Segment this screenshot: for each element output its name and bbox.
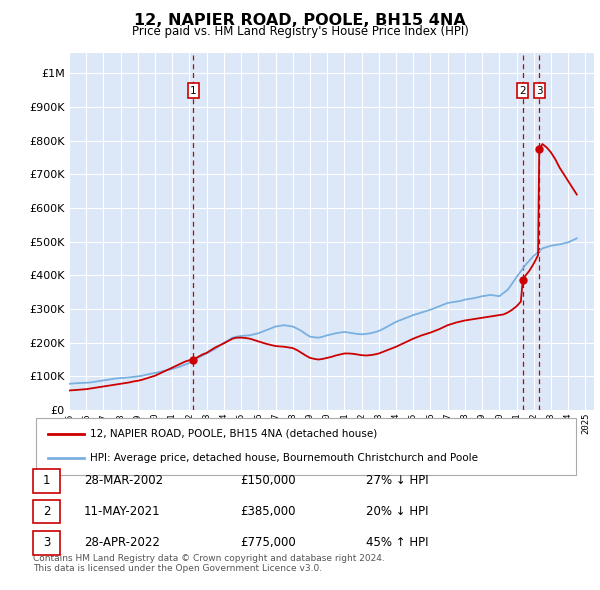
Text: 11-MAY-2021: 11-MAY-2021: [84, 505, 161, 518]
Text: £385,000: £385,000: [240, 505, 296, 518]
Text: 12, NAPIER ROAD, POOLE, BH15 4NA (detached house): 12, NAPIER ROAD, POOLE, BH15 4NA (detach…: [90, 428, 377, 438]
Text: Price paid vs. HM Land Registry's House Price Index (HPI): Price paid vs. HM Land Registry's House …: [131, 25, 469, 38]
Text: £775,000: £775,000: [240, 536, 296, 549]
Text: 1: 1: [190, 86, 197, 96]
Text: £150,000: £150,000: [240, 474, 296, 487]
Text: 2: 2: [520, 86, 526, 96]
Text: HPI: Average price, detached house, Bournemouth Christchurch and Poole: HPI: Average price, detached house, Bour…: [90, 453, 478, 463]
Text: 27% ↓ HPI: 27% ↓ HPI: [366, 474, 428, 487]
Text: 20% ↓ HPI: 20% ↓ HPI: [366, 505, 428, 518]
Text: 1: 1: [43, 474, 50, 487]
Text: 28-MAR-2002: 28-MAR-2002: [84, 474, 163, 487]
Text: 45% ↑ HPI: 45% ↑ HPI: [366, 536, 428, 549]
Text: 12, NAPIER ROAD, POOLE, BH15 4NA: 12, NAPIER ROAD, POOLE, BH15 4NA: [134, 13, 466, 28]
Text: 2: 2: [43, 505, 50, 518]
Text: 3: 3: [43, 536, 50, 549]
Text: Contains HM Land Registry data © Crown copyright and database right 2024.
This d: Contains HM Land Registry data © Crown c…: [33, 554, 385, 573]
Text: 28-APR-2022: 28-APR-2022: [84, 536, 160, 549]
Text: 3: 3: [536, 86, 542, 96]
